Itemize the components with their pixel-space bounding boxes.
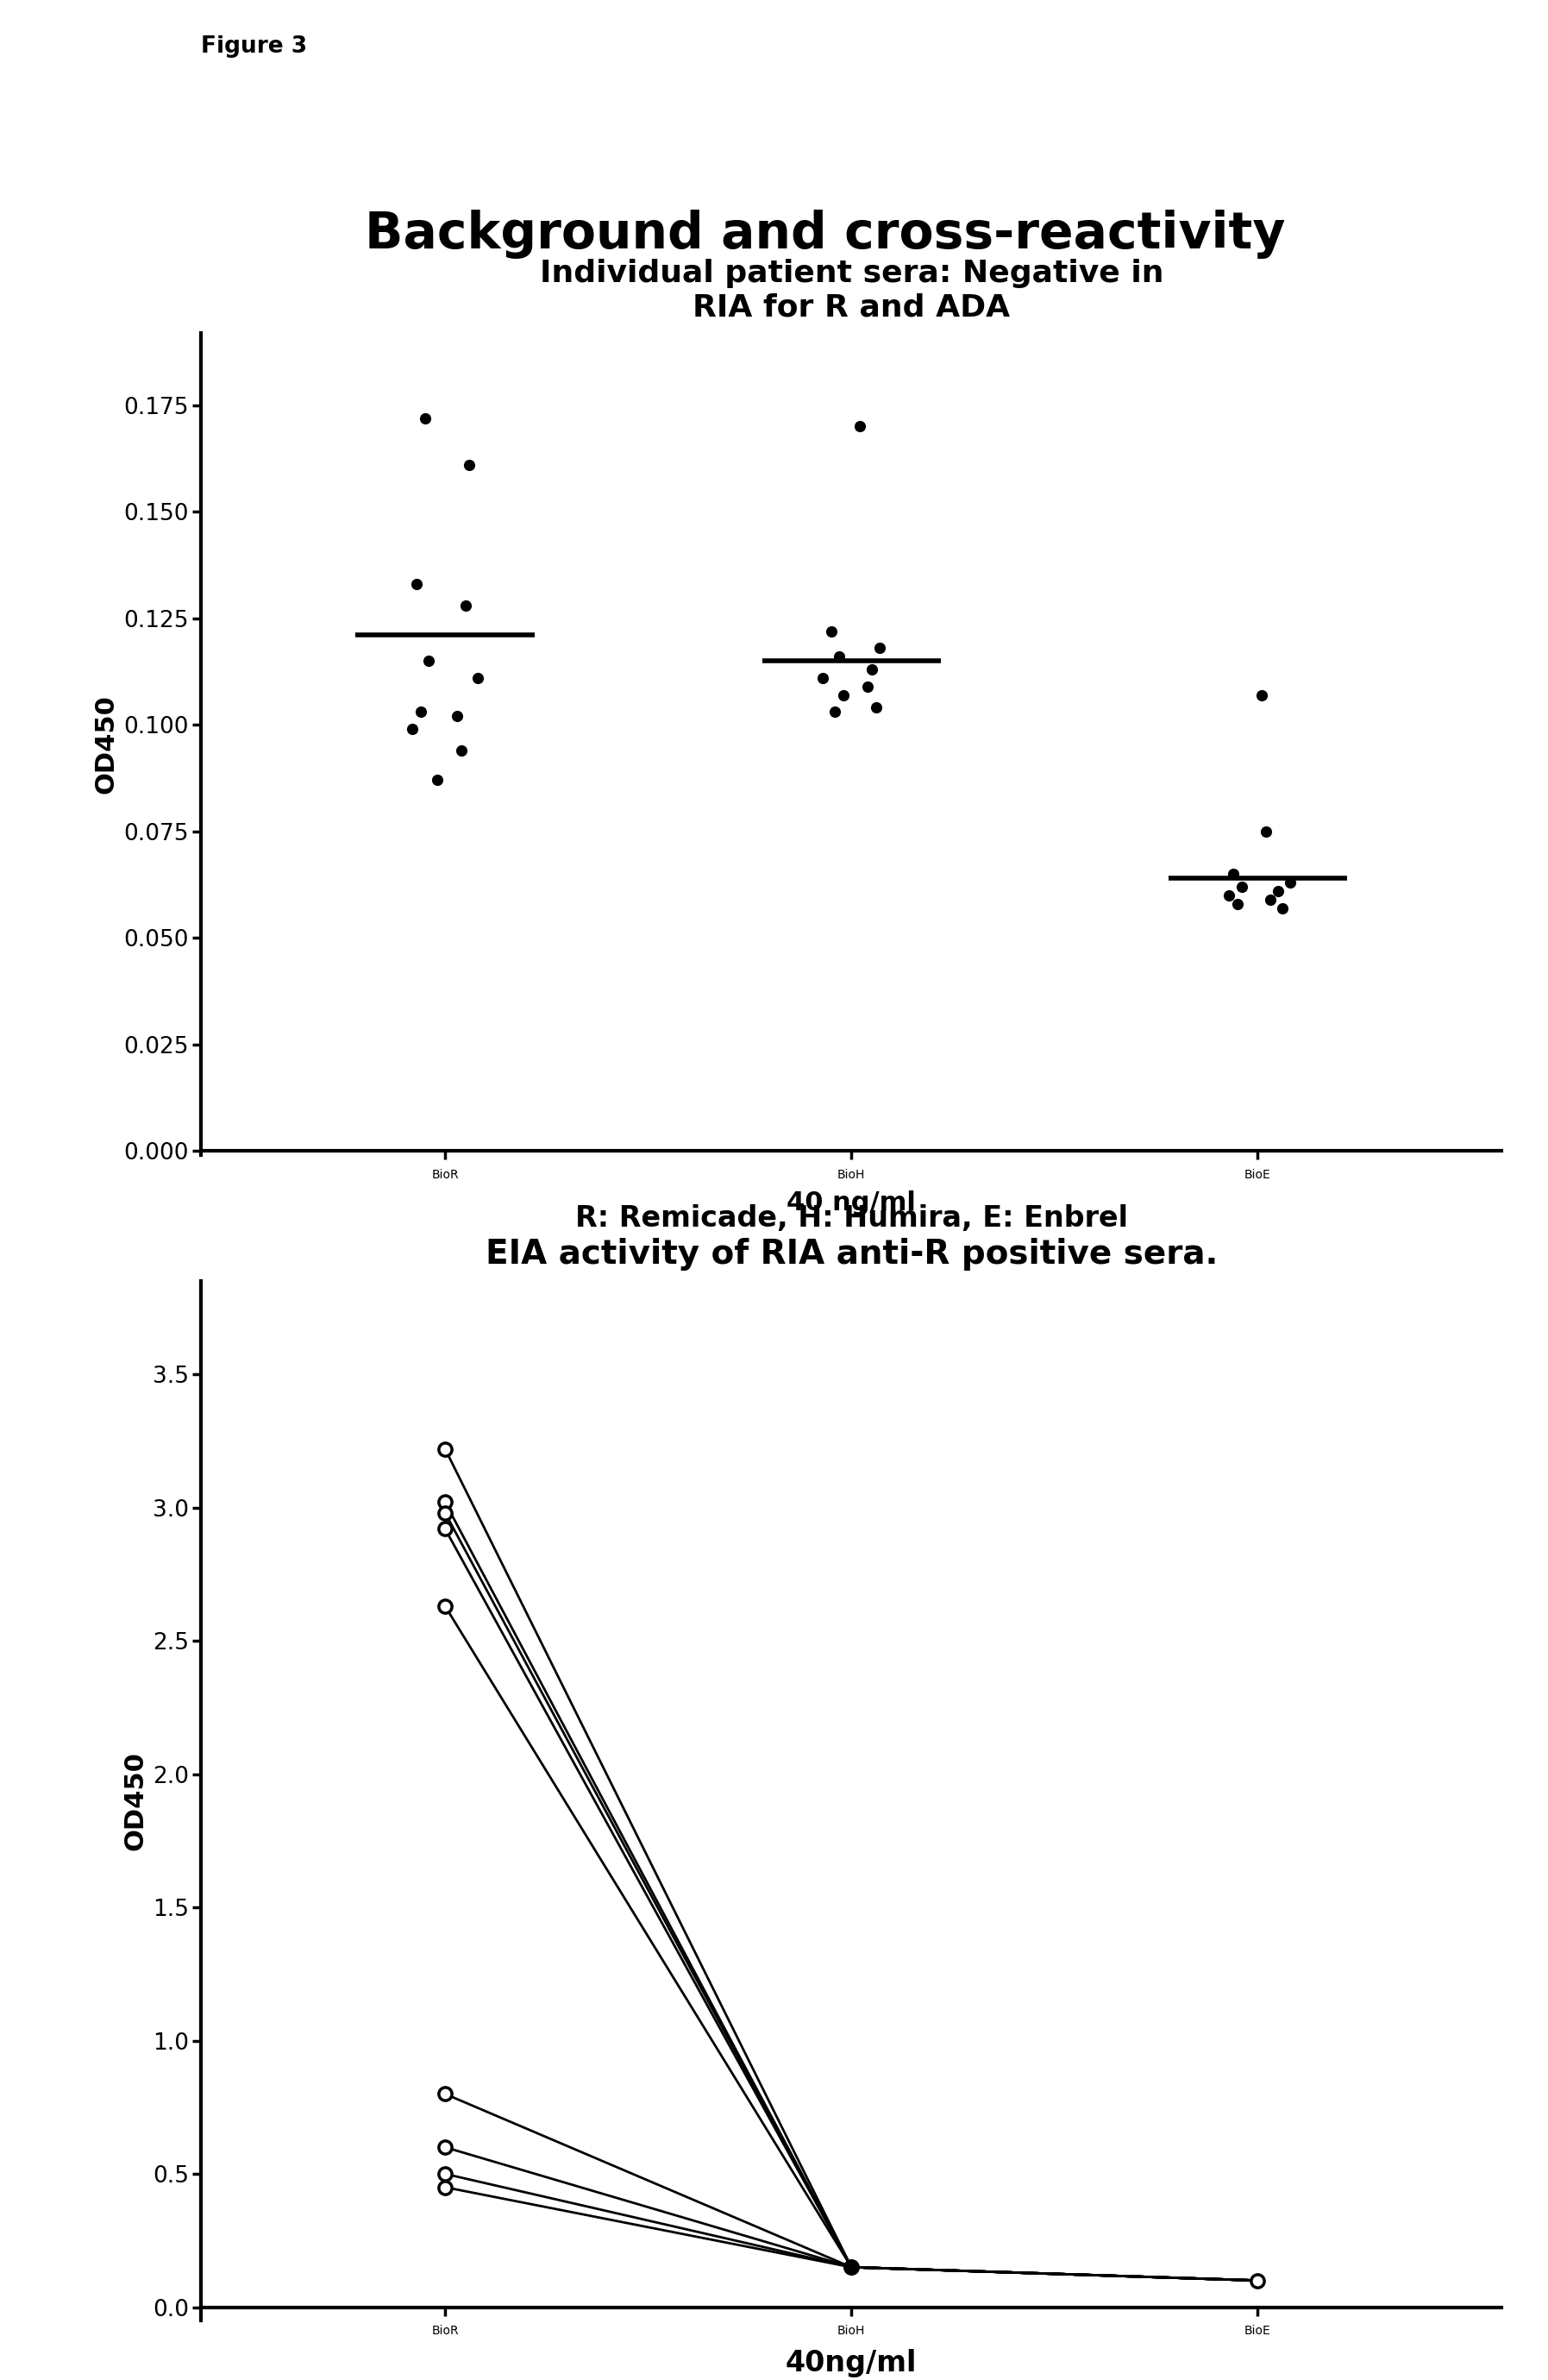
Point [433,2154,458,2192]
Text: Background and cross-reactivity: Background and cross-reactivity [365,209,1286,259]
Title: EIA activity of RIA anti-R positive sera.: EIA activity of RIA anti-R positive sera… [485,1238,1218,1271]
Point [1254,812,1279,850]
Point [867,628,892,666]
Point [404,564,429,602]
Point [1221,854,1246,892]
Point [433,2128,458,2166]
Point [824,693,848,731]
Point [847,407,872,445]
Point [433,1587,458,1626]
Point [1257,881,1282,919]
Point [827,638,851,676]
Point [466,659,491,697]
Point [1245,2261,1269,2299]
Point [433,1430,458,1468]
Point [1249,676,1274,714]
Point [1266,871,1291,909]
Text: Figure 3: Figure 3 [201,36,308,57]
Point [416,643,441,681]
Point [839,2249,864,2287]
Point [424,762,449,800]
Point [811,659,836,697]
Point [831,676,856,714]
Point [433,1509,458,1547]
Y-axis label: OD450: OD450 [122,1752,147,1849]
Point [854,666,879,704]
Point [864,688,889,726]
Point [444,697,469,735]
Point [399,709,424,747]
Point [454,585,478,624]
Point [409,693,433,731]
Point [433,2075,458,2113]
Point [1229,869,1254,907]
Point [1224,885,1249,923]
X-axis label: 40ng/ml: 40ng/ml [786,2349,916,2378]
Point [457,445,481,483]
Point [433,1495,458,1533]
Point [859,650,884,688]
Point [819,612,844,650]
Point [433,2168,458,2206]
Point [412,400,437,438]
Title: Individual patient sera: Negative in
RIA for R and ADA: Individual patient sera: Negative in RIA… [539,259,1164,321]
X-axis label: 40 ng/ml: 40 ng/ml [786,1190,916,1216]
Text: R: Remicade, H: Humira, E: Enbrel: R: Remicade, H: Humira, E: Enbrel [574,1204,1128,1233]
Y-axis label: OD450: OD450 [94,695,119,793]
Point [1269,890,1294,928]
Point [1279,864,1303,902]
Point [449,731,474,769]
Point [433,1483,458,1521]
Point [1217,876,1241,914]
